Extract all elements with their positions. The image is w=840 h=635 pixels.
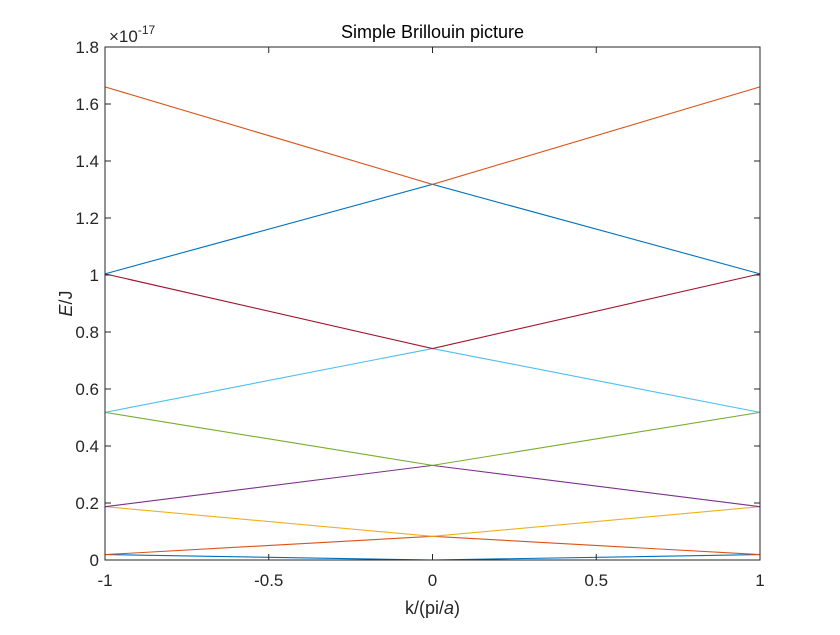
- x-tick-label: -0.5: [254, 571, 283, 590]
- x-tick-label: 0.5: [584, 571, 608, 590]
- series-line-5: [104, 411, 761, 466]
- y-tick-label: 0.4: [75, 437, 99, 456]
- y-tick-label: 1.8: [75, 38, 99, 57]
- x-tick-label: 1: [755, 571, 764, 590]
- y-tick-label: 1.4: [75, 152, 99, 171]
- x-axis-label: k/(pi/a): [405, 598, 460, 618]
- series-line-3: [104, 506, 761, 537]
- y-tick-label: 0.8: [75, 323, 99, 342]
- series-line-9: [104, 86, 761, 185]
- y-tick-label: 0.2: [75, 494, 99, 513]
- y-tick-label: 0.6: [75, 380, 99, 399]
- series-line-6: [104, 347, 761, 413]
- series-line-8: [104, 183, 761, 275]
- series-layer: [104, 86, 761, 561]
- ticks-layer: -1 -0.5 0 0.5 1 0 0.2 0.4 0.6 0.8 1 1.2 1.4 1.6 1.8: [75, 38, 764, 590]
- series-line-4: [104, 464, 761, 508]
- y-tick-label: 0: [90, 551, 99, 570]
- y-tick-label: 1.2: [75, 209, 99, 228]
- series-line-7: [104, 273, 761, 350]
- series-line-2: [104, 535, 761, 556]
- x-tick-label: 0: [428, 571, 437, 590]
- y-tick-label: 1: [90, 266, 99, 285]
- y-tick-label: 1.6: [75, 95, 99, 114]
- chart-title: Simple Brillouin picture: [341, 22, 524, 42]
- plot-frame: [104, 46, 761, 561]
- x-tick-label: -1: [97, 571, 112, 590]
- y-axis-label: E/J: [56, 290, 76, 316]
- y-exponent-label: ×10-17: [109, 23, 156, 46]
